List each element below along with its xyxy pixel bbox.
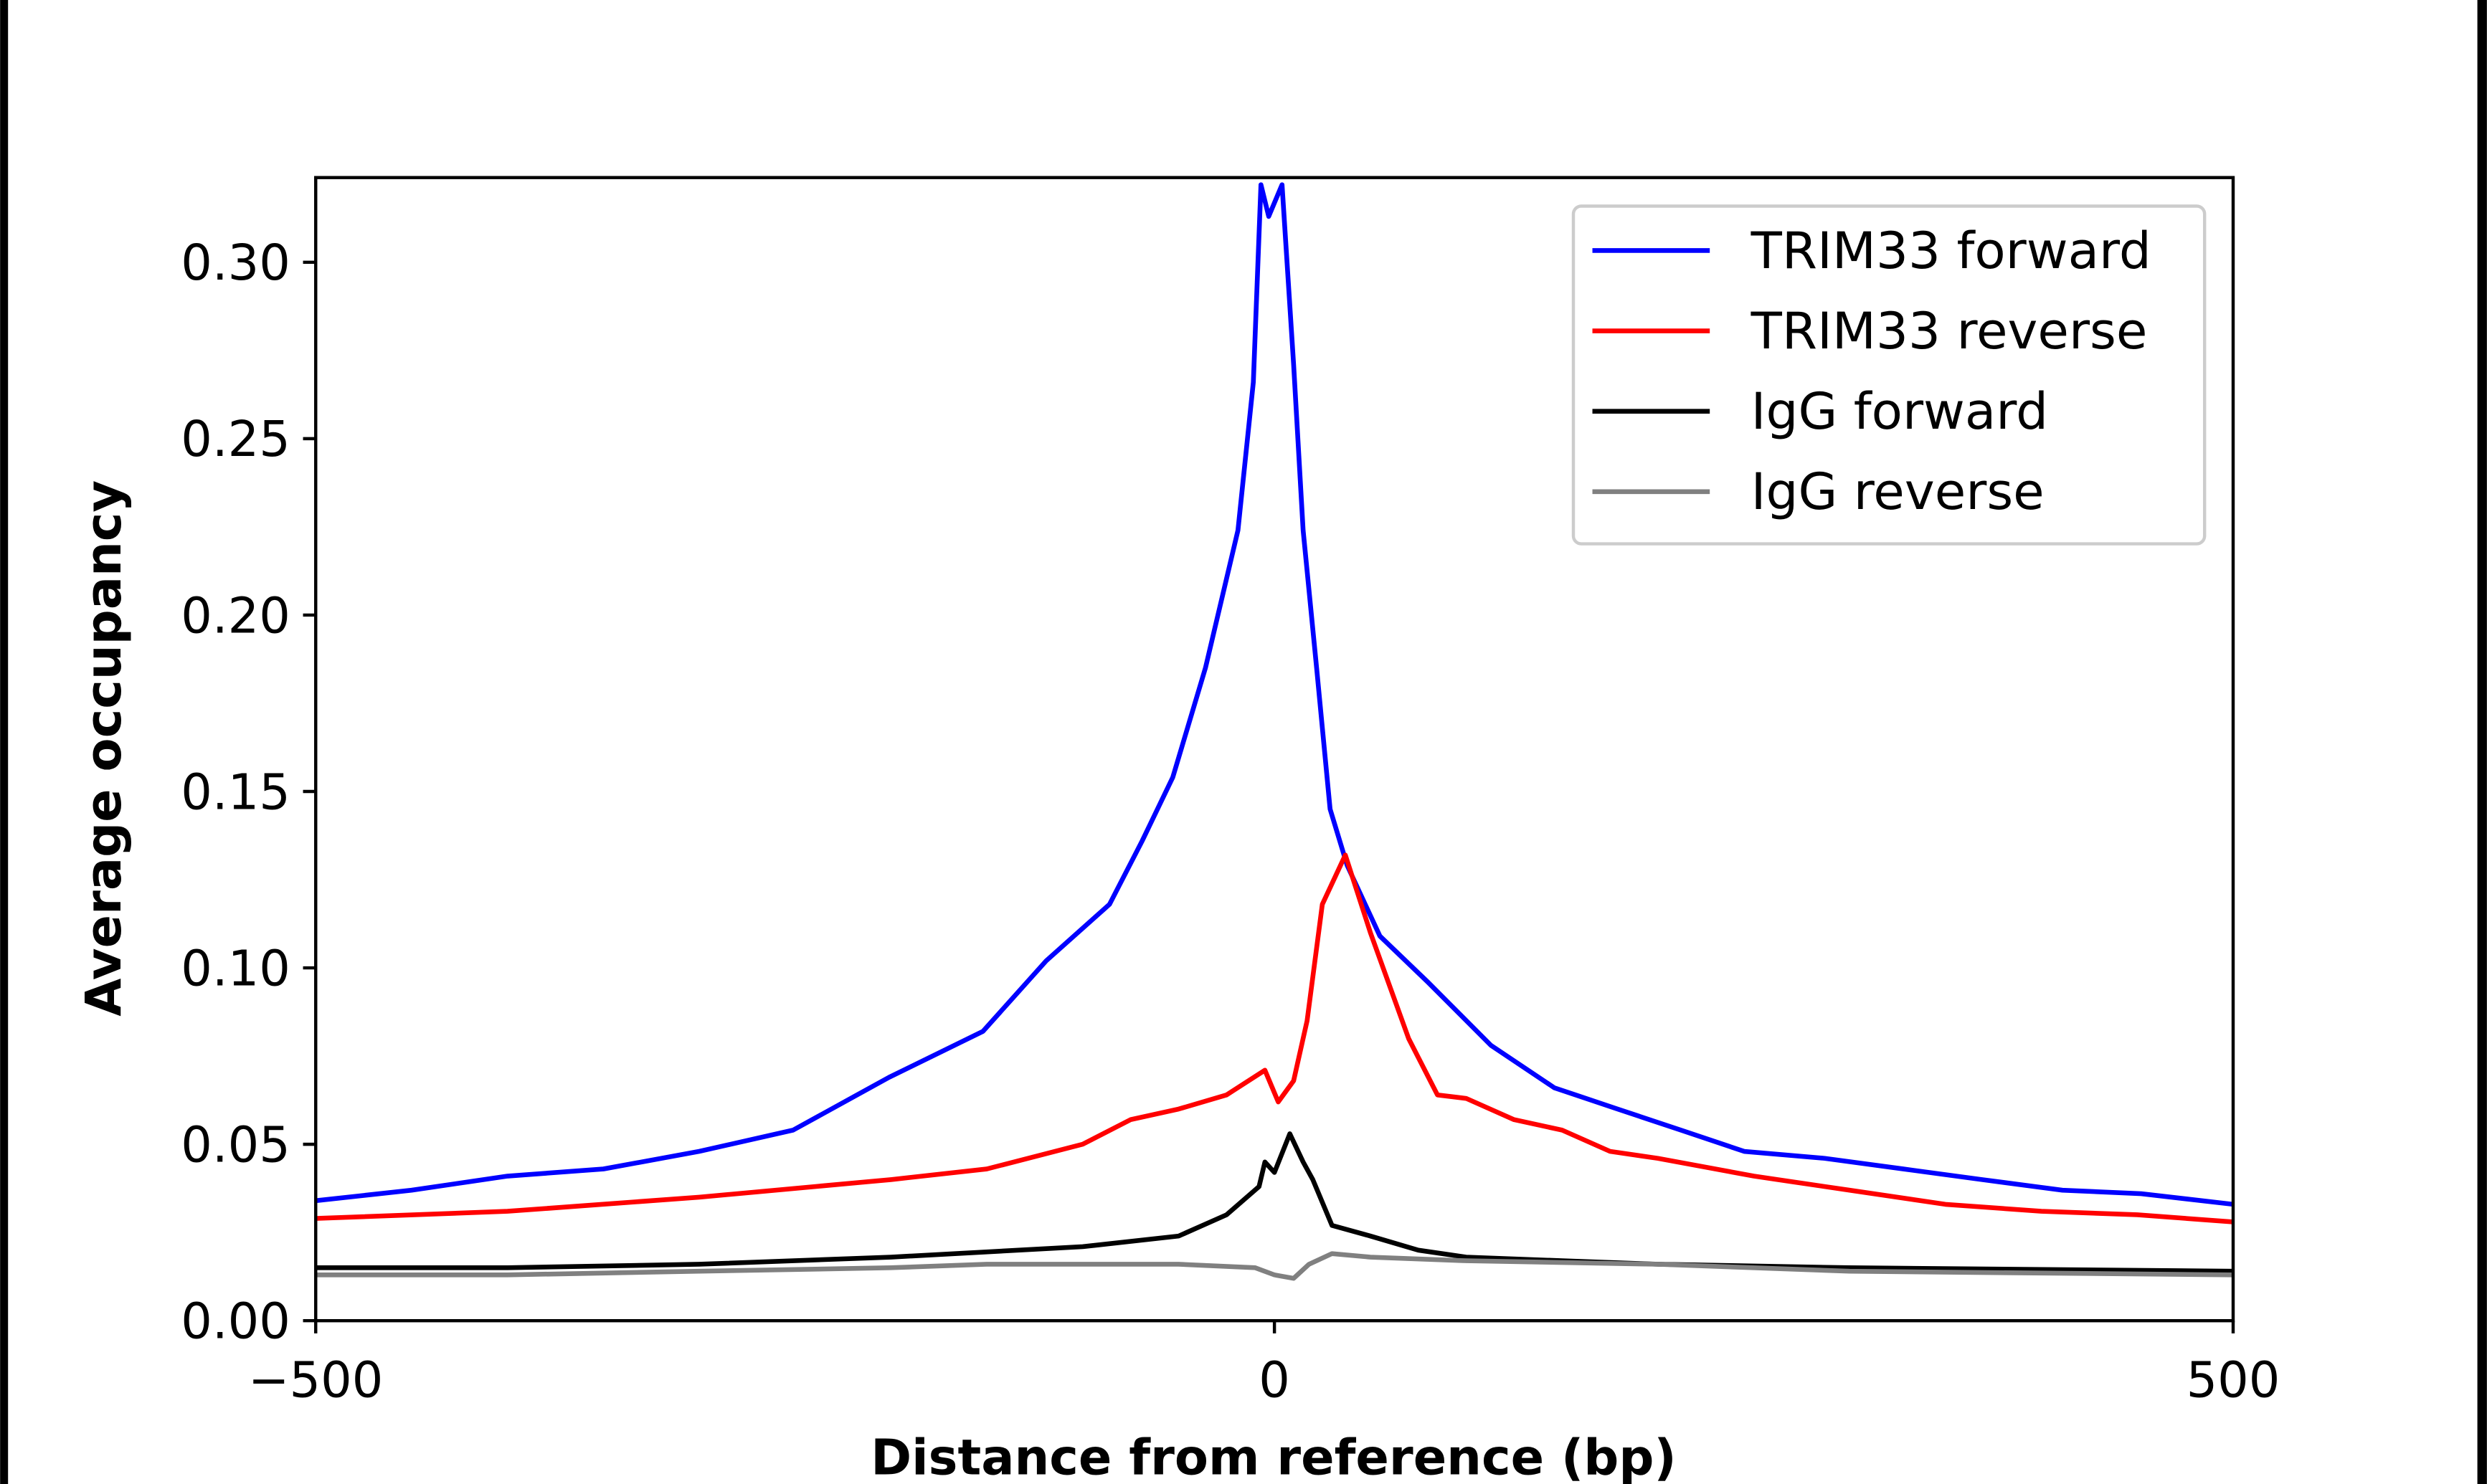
y-tick-label: 0.15 — [181, 764, 290, 821]
series-line-igg-forward — [316, 1131, 2234, 1274]
y-tick-label: 0.05 — [181, 1116, 290, 1174]
legend-label: TRIM33 forward — [1751, 221, 2151, 280]
x-axis-label: Distance from reference (bp) — [871, 1430, 1677, 1484]
right-border-bar — [2477, 0, 2487, 1484]
y-axis-label: Average occupancy — [75, 480, 133, 1017]
legend: TRIM33 forward TRIM33 reverse IgG forward I… — [1571, 204, 2207, 546]
series-line-trim33-forward — [315, 182, 2234, 1207]
legend-box — [1571, 204, 2207, 546]
x-tick-label: 500 — [2187, 1351, 2280, 1409]
series-line-trim33-reverse — [316, 852, 2234, 1224]
y-tick-label: 0.30 — [181, 234, 290, 292]
x-tick-label: 0 — [1259, 1351, 1290, 1409]
x-tick-label: −500 — [248, 1351, 383, 1409]
legend-label: IgG reverse — [1751, 462, 2045, 521]
left-border-bar — [0, 0, 9, 1484]
y-tick-label: 0.20 — [181, 587, 290, 645]
y-tick-label: 0.25 — [181, 411, 290, 468]
y-tick-label: 0.10 — [181, 940, 290, 997]
legend-label: TRIM33 reverse — [1751, 301, 2148, 361]
y-tick-label: 0.00 — [181, 1293, 290, 1351]
legend-label: IgG forward — [1751, 381, 2048, 441]
series-line-igg-reverse — [316, 1251, 2234, 1281]
series-lines — [315, 182, 2234, 1281]
axis-ticks: 0.00 0.05 0.10 0.15 0.20 0.25 0.30 −500 0 500 — [181, 234, 2280, 1409]
